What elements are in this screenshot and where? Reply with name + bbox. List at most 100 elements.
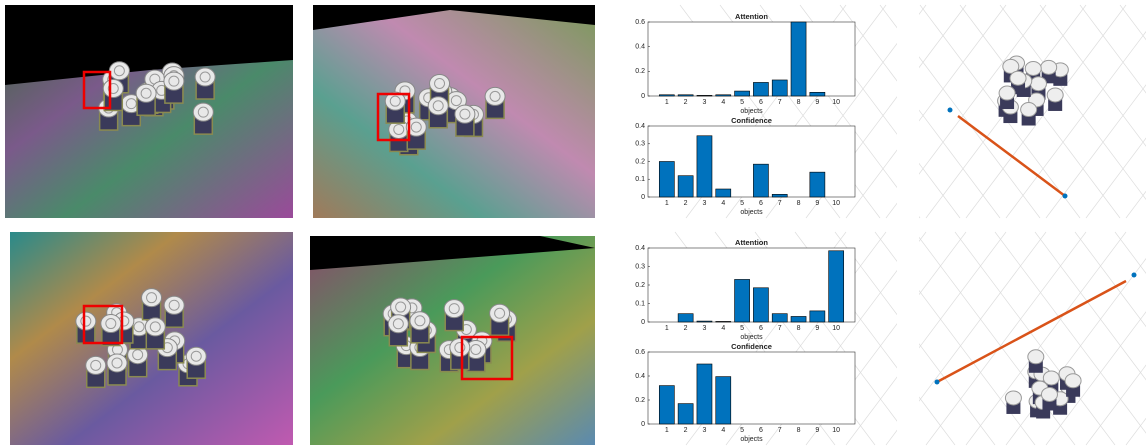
can-lid [427,96,449,116]
grid-3d [999,4,1146,200]
can-lid [106,353,128,373]
can-tab [489,90,501,102]
bar [658,385,675,425]
scene-image [310,236,595,445]
highlight-box [82,304,124,345]
chart-title: Confidence [731,116,772,125]
bar [715,321,732,323]
can-tab [399,85,411,97]
can-tab [113,65,125,77]
x-tick-label: 8 [797,99,801,106]
x-tick-label: 10 [832,427,840,434]
x-tick-label: 8 [797,200,801,207]
object-pile [75,61,518,389]
y-tick-label: 0.1 [635,176,645,183]
x-tick-label: 7 [778,325,782,332]
can-tab [90,359,102,371]
can-tab [132,349,144,361]
can-tab [459,108,471,120]
can-tab [434,77,446,89]
point [947,107,953,113]
y-tick-label: 0.1 [635,300,645,307]
3d-plot [674,4,1146,446]
y-tick-label: 0.4 [635,123,645,130]
can-lid [443,299,465,319]
x-tick-label: 3 [703,325,707,332]
can-lid [1009,70,1027,86]
x-tick-label: 9 [815,427,819,434]
bar [677,403,694,425]
y-tick-label: 0.3 [635,263,645,270]
can-lid [1064,373,1082,389]
highlight-box [82,70,112,110]
can-tab [393,123,405,135]
bar [809,92,826,97]
x-tick-label: 10 [832,200,840,207]
x-tick-label: 6 [759,427,763,434]
can-lid [85,355,107,375]
can-tab [140,87,152,99]
can-tab [107,82,119,94]
can-lid [75,311,97,331]
grid-3d [845,231,1007,446]
bar [753,163,769,198]
bar [734,279,750,323]
grid-3d [1114,231,1146,274]
can-lid [1027,349,1045,365]
point [1131,272,1137,278]
x-tick-label: 4 [721,200,725,207]
can-tab [111,357,123,369]
can-tab [392,318,404,330]
point [1062,193,1068,199]
grid-3d [1085,364,1146,446]
bar [696,135,713,198]
grid-3d [954,231,1116,446]
can-tab [146,292,158,304]
bar [715,376,732,425]
can-tab [133,321,145,333]
scene-image [5,5,293,218]
can-tab [454,342,466,354]
bar [771,313,788,323]
bar [715,188,732,198]
y-tick-label: 0.2 [635,397,645,404]
bar [828,250,845,323]
x-tick-label: 5 [740,427,744,434]
grid-3d [1039,4,1146,147]
x-tick-label: 4 [721,427,725,434]
can-lid [163,295,185,315]
can-tab [197,106,209,118]
bar [790,316,807,323]
bar [753,82,769,97]
x-tick-label: 10 [832,99,840,106]
x-tick-label: 2 [684,99,688,106]
x-tick-label: 1 [665,427,669,434]
y-tick-label: 0.6 [635,19,645,26]
y-tick-label: 0.2 [635,282,645,289]
can-lid [1004,390,1022,406]
x-tick-label: 9 [815,325,819,332]
can-lid [387,314,409,334]
bar [771,194,788,198]
can-lid [141,288,163,308]
grid-3d [845,4,1007,219]
x-tick-label: 9 [815,200,819,207]
x-tick-label: 6 [759,325,763,332]
bar [771,79,788,97]
can-tab [125,98,137,110]
can-tab [470,343,482,355]
bar [658,161,675,198]
highlight-box [376,92,411,142]
x-tick-label: 7 [778,99,782,106]
can-lid [163,71,185,91]
y-tick-label: 0 [641,194,645,201]
can-tab [395,301,407,313]
grid-3d [1074,231,1146,328]
chart-title: Confidence [731,342,772,351]
y-tick-label: 0.4 [635,245,645,252]
y-tick-label: 0.6 [635,349,645,356]
x-tick-label: 7 [778,200,782,207]
can-lid [429,73,451,93]
can-lid [192,102,214,122]
bar [734,90,750,97]
